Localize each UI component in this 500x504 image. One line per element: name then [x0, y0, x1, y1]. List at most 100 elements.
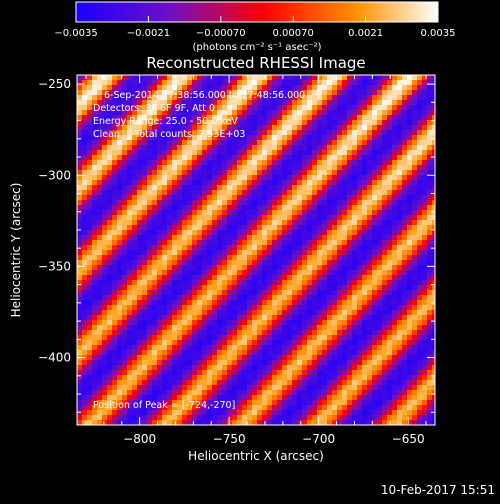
heatmap-cell	[262, 245, 267, 250]
heatmap-cell	[147, 170, 152, 175]
heatmap-cell	[152, 230, 157, 235]
heatmap-cell	[297, 195, 302, 200]
heatmap-cell	[167, 355, 172, 360]
heatmap-cell	[337, 100, 342, 105]
heatmap-cell	[197, 185, 202, 190]
heatmap-cell	[182, 155, 187, 160]
heatmap-cell	[97, 375, 102, 380]
heatmap-cell	[167, 165, 172, 170]
heatmap-cell	[302, 135, 307, 140]
heatmap-cell	[197, 155, 202, 160]
heatmap-cell	[87, 310, 92, 315]
heatmap-cell	[387, 105, 392, 110]
heatmap-cell	[342, 185, 347, 190]
heatmap-cell	[422, 215, 427, 220]
heatmap-cell	[322, 180, 327, 185]
heatmap-cell	[157, 160, 162, 165]
heatmap-cell	[222, 345, 227, 350]
heatmap-cell	[207, 290, 212, 295]
heatmap-cell	[417, 165, 422, 170]
heatmap-cell	[212, 340, 217, 345]
heatmap-cell	[122, 215, 127, 220]
heatmap-cell	[312, 95, 317, 100]
heatmap-cell	[142, 330, 147, 335]
heatmap-cell	[257, 205, 262, 210]
heatmap-cell	[197, 275, 202, 280]
heatmap-cell	[262, 145, 267, 150]
heatmap-cell	[102, 150, 107, 155]
heatmap-cell	[232, 265, 237, 270]
heatmap-cell	[122, 250, 127, 255]
heatmap-cell	[87, 235, 92, 240]
heatmap-cell	[402, 95, 407, 100]
heatmap-cell	[417, 385, 422, 390]
heatmap-cell	[427, 210, 432, 215]
heatmap-cell	[207, 300, 212, 305]
heatmap-cell	[132, 245, 137, 250]
heatmap-cell	[312, 395, 317, 400]
heatmap-cell	[422, 285, 427, 290]
heatmap-cell	[147, 295, 152, 300]
heatmap-cell	[412, 135, 417, 140]
heatmap-cell	[272, 345, 277, 350]
heatmap-cell	[332, 350, 337, 355]
heatmap-cell	[347, 160, 352, 165]
heatmap-cell	[152, 145, 157, 150]
heatmap-cell	[152, 160, 157, 165]
heatmap-cell	[97, 355, 102, 360]
heatmap-cell	[117, 190, 122, 195]
heatmap-cell	[322, 350, 327, 355]
heatmap-cell	[357, 365, 362, 370]
heatmap-cell	[397, 85, 402, 90]
heatmap-cell	[152, 370, 157, 375]
heatmap-cell	[397, 290, 402, 295]
heatmap-cell	[127, 205, 132, 210]
heatmap-cell	[362, 230, 367, 235]
heatmap-cell	[147, 185, 152, 190]
heatmap-cell	[297, 105, 302, 110]
heatmap-cell	[197, 300, 202, 305]
heatmap-cell	[182, 320, 187, 325]
heatmap-cell	[312, 310, 317, 315]
heatmap-cell	[372, 170, 377, 175]
heatmap-cell	[77, 270, 82, 275]
heatmap-cell	[272, 195, 277, 200]
heatmap-cell	[287, 250, 292, 255]
heatmap-cell	[332, 240, 337, 245]
heatmap-cell	[287, 135, 292, 140]
heatmap-cell	[332, 250, 337, 255]
heatmap-cell	[422, 390, 427, 395]
heatmap-cell	[417, 90, 422, 95]
heatmap-cell	[202, 75, 207, 80]
heatmap-cell	[87, 220, 92, 225]
heatmap-cell	[107, 225, 112, 230]
heatmap-cell	[187, 340, 192, 345]
heatmap-cell	[302, 415, 307, 420]
heatmap-cell	[277, 410, 282, 415]
heatmap-cell	[292, 325, 297, 330]
heatmap-cell	[287, 245, 292, 250]
heatmap-cell	[247, 370, 252, 375]
heatmap-cell	[237, 155, 242, 160]
heatmap-cell	[352, 255, 357, 260]
heatmap-cell	[362, 75, 367, 80]
heatmap-cell	[352, 325, 357, 330]
heatmap-cell	[212, 185, 217, 190]
heatmap-cell	[357, 140, 362, 145]
heatmap-cell	[277, 345, 282, 350]
heatmap-cell	[257, 355, 262, 360]
heatmap-cell	[97, 420, 102, 425]
heatmap-cell	[412, 315, 417, 320]
heatmap-cell	[337, 315, 342, 320]
heatmap-cell	[232, 235, 237, 240]
heatmap-cell	[267, 310, 272, 315]
heatmap-cell	[337, 380, 342, 385]
heatmap-cell	[252, 155, 257, 160]
heatmap-cell	[357, 190, 362, 195]
heatmap-cell	[217, 150, 222, 155]
heatmap-cell	[222, 230, 227, 235]
heatmap-cell	[302, 210, 307, 215]
heatmap-cell	[232, 310, 237, 315]
heatmap-cell	[232, 240, 237, 245]
heatmap-cell	[362, 150, 367, 155]
